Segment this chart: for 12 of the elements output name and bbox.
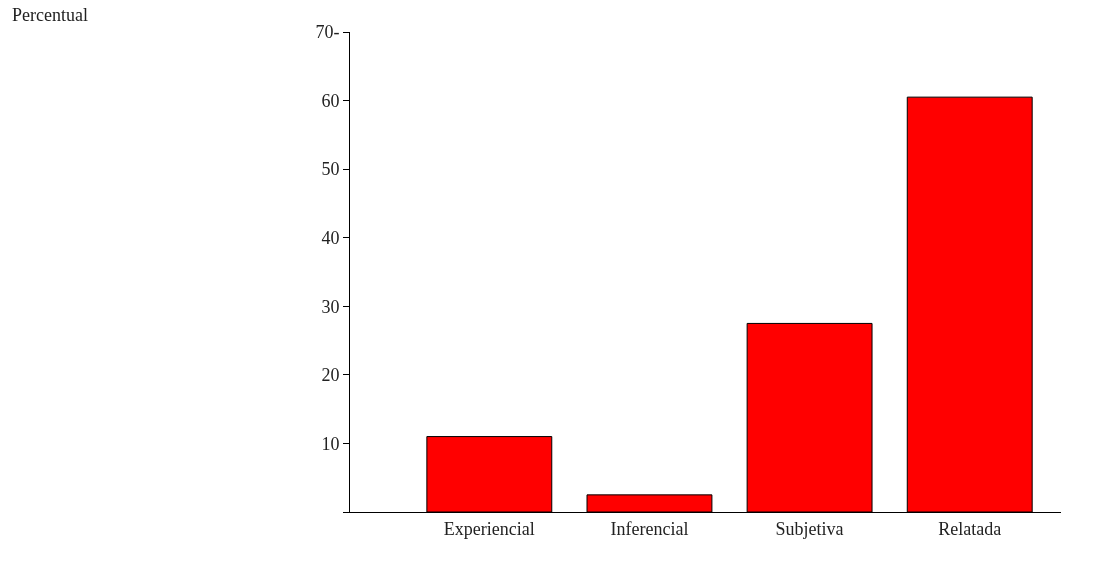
text: Percentual — [12, 5, 88, 25]
y-tick-label: 60 — [321, 90, 340, 111]
x-tick-label: Relatada — [938, 518, 1002, 539]
x-tick-label: Inferencial — [610, 518, 689, 539]
x-tick-label: Subjetiva — [775, 518, 844, 539]
y-tick-label: 10 — [321, 433, 340, 454]
y-tick-label: 70- — [315, 22, 340, 43]
x-tick-label: Experiencial — [443, 518, 535, 539]
y-tick-label: 20 — [321, 365, 340, 386]
y-tick-label: 40 — [321, 228, 340, 249]
y-tick-label: 50 — [321, 159, 340, 180]
y-tick-label: 30 — [321, 296, 340, 317]
